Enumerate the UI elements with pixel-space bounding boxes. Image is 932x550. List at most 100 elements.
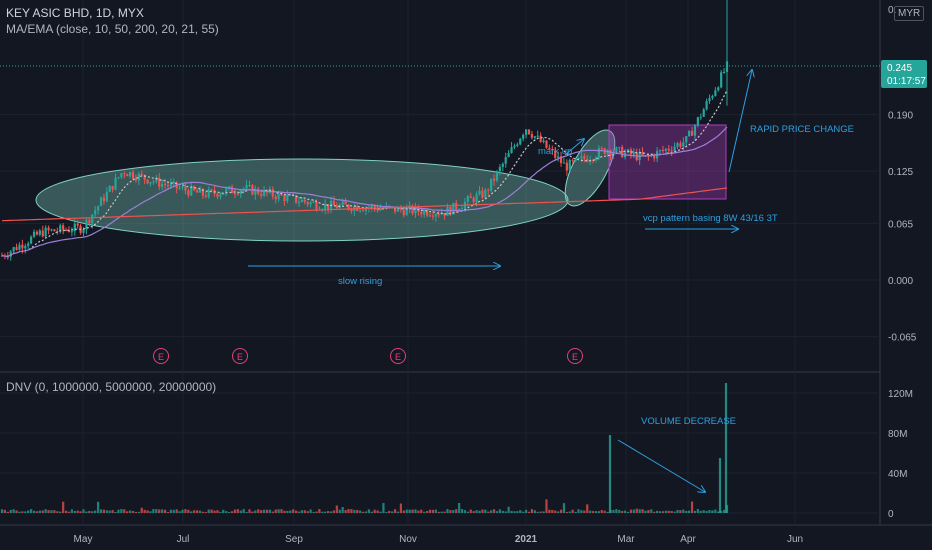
candle-body	[193, 186, 196, 191]
volume-decrease-label[interactable]: VOLUME DECREASE	[641, 416, 737, 427]
volume-bar	[280, 509, 283, 513]
slow-rising-label[interactable]: slow rising	[338, 276, 383, 287]
volume-bar	[606, 511, 609, 513]
volume-bar	[455, 509, 458, 513]
volume-bar	[545, 499, 548, 513]
volume-bar	[91, 511, 94, 513]
candle-body	[720, 72, 723, 88]
candle-body	[207, 189, 210, 197]
candle-body	[184, 186, 187, 191]
volume-bar	[184, 509, 187, 513]
candle-body	[32, 231, 36, 237]
time-axis: May Jul Sep Nov 2021 Mar Apr Jun	[74, 534, 804, 545]
candle-body	[571, 159, 574, 161]
volume-bar	[426, 510, 429, 513]
volume-bar	[623, 510, 627, 513]
candle-body	[15, 247, 18, 250]
volume-bar	[50, 510, 53, 513]
earnings-marker[interactable]: E	[567, 348, 583, 364]
candle-body	[594, 157, 598, 161]
candle-body	[99, 197, 103, 207]
volume-tick-label: 0	[888, 509, 894, 520]
volume-bar	[367, 509, 370, 513]
vcp-pattern-label[interactable]: vcp pattern basing 8W 43/16 3T	[643, 213, 778, 224]
candle-body	[91, 214, 94, 224]
volume-bar	[594, 511, 598, 513]
candle-body	[597, 148, 600, 158]
volume-bar	[399, 503, 402, 513]
mark-up-label[interactable]: mark up	[538, 146, 573, 157]
volume-bar	[350, 509, 353, 513]
price-axis: -0.065 0.000 0.065 0.125 0.190 0.	[888, 5, 917, 344]
volume-bar	[458, 502, 461, 513]
currency-badge[interactable]: MYR	[894, 6, 925, 21]
volume-bar	[522, 511, 525, 513]
earnings-marker[interactable]: E	[153, 348, 169, 364]
candle-body	[402, 209, 405, 216]
candle-body	[460, 208, 464, 210]
volume-bar	[248, 509, 251, 513]
volume-bar	[111, 510, 114, 513]
candle-body	[504, 157, 507, 164]
candle-body	[280, 193, 283, 196]
candle-body	[286, 195, 289, 202]
volume-bar	[131, 510, 135, 513]
last-price-tag: 0.245 01:17:57	[881, 60, 927, 88]
candle-body	[428, 215, 432, 217]
candle-body	[393, 206, 397, 212]
candle-body	[452, 202, 455, 215]
volume-bar	[597, 511, 600, 513]
price-tick-label: 0.000	[888, 276, 913, 287]
volume-bar	[70, 509, 73, 513]
candle-body	[169, 183, 172, 187]
volume-bar	[324, 511, 327, 513]
candle-body	[187, 190, 190, 196]
volume-bar	[417, 510, 420, 513]
candle-body	[216, 193, 219, 197]
volume-bar	[612, 509, 615, 513]
vcp-box	[608, 124, 727, 200]
volume-bar	[32, 510, 36, 513]
volume-bar	[722, 509, 726, 513]
candle-body	[47, 227, 50, 231]
candle-body	[711, 95, 714, 99]
volume-bar	[667, 510, 670, 513]
volume-bar	[38, 510, 41, 513]
volume-bar	[0, 509, 4, 513]
volume-bar	[571, 509, 574, 513]
candle-body	[487, 189, 490, 191]
earnings-marker[interactable]: E	[232, 348, 248, 364]
volume-bar	[385, 511, 388, 513]
candle-body	[140, 173, 143, 175]
ma-indicator-legend[interactable]: MA/EMA (close, 10, 50, 200, 20, 21, 55)	[6, 22, 219, 36]
candle-body	[539, 135, 542, 143]
volume-bar	[245, 511, 248, 513]
symbol-title[interactable]: KEY ASIC BHD, 1D, MYX	[6, 6, 144, 20]
volume-indicator-legend[interactable]: DNV (0, 1000000, 5000000, 20000000)	[6, 380, 217, 394]
candle-body	[64, 229, 68, 231]
candle-body	[621, 147, 624, 158]
earnings-marker[interactable]: E	[390, 348, 406, 364]
volume-bar	[312, 511, 315, 513]
candle-body	[434, 214, 437, 217]
volume-bar	[653, 511, 656, 513]
volume-bar	[201, 511, 205, 513]
candle-body	[300, 199, 303, 203]
volume-bar	[59, 511, 62, 513]
candle-body	[708, 98, 711, 102]
candle-body	[606, 150, 609, 154]
candle-body	[420, 211, 423, 215]
volume-bar	[300, 510, 303, 513]
volume-bar	[574, 511, 577, 513]
volume-bar	[309, 509, 312, 513]
volume-bar	[35, 511, 39, 513]
rapid-price-change-label[interactable]: RAPID PRICE CHANGE	[750, 124, 854, 135]
candle-body	[557, 156, 560, 158]
volume-bar	[647, 510, 650, 513]
volume-bar	[292, 509, 295, 513]
volume-bar	[207, 509, 210, 513]
volume-bar	[690, 501, 694, 513]
volume-bar	[501, 510, 504, 513]
volume-bar	[193, 510, 196, 513]
volume-bar	[166, 511, 170, 513]
